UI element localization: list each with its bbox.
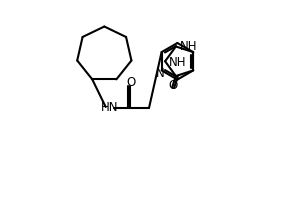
Text: HN: HN bbox=[100, 101, 118, 114]
Text: NH: NH bbox=[169, 56, 187, 69]
Text: N: N bbox=[156, 67, 164, 80]
Text: O: O bbox=[169, 79, 178, 92]
Text: NH: NH bbox=[180, 40, 197, 53]
Text: O: O bbox=[127, 76, 136, 89]
